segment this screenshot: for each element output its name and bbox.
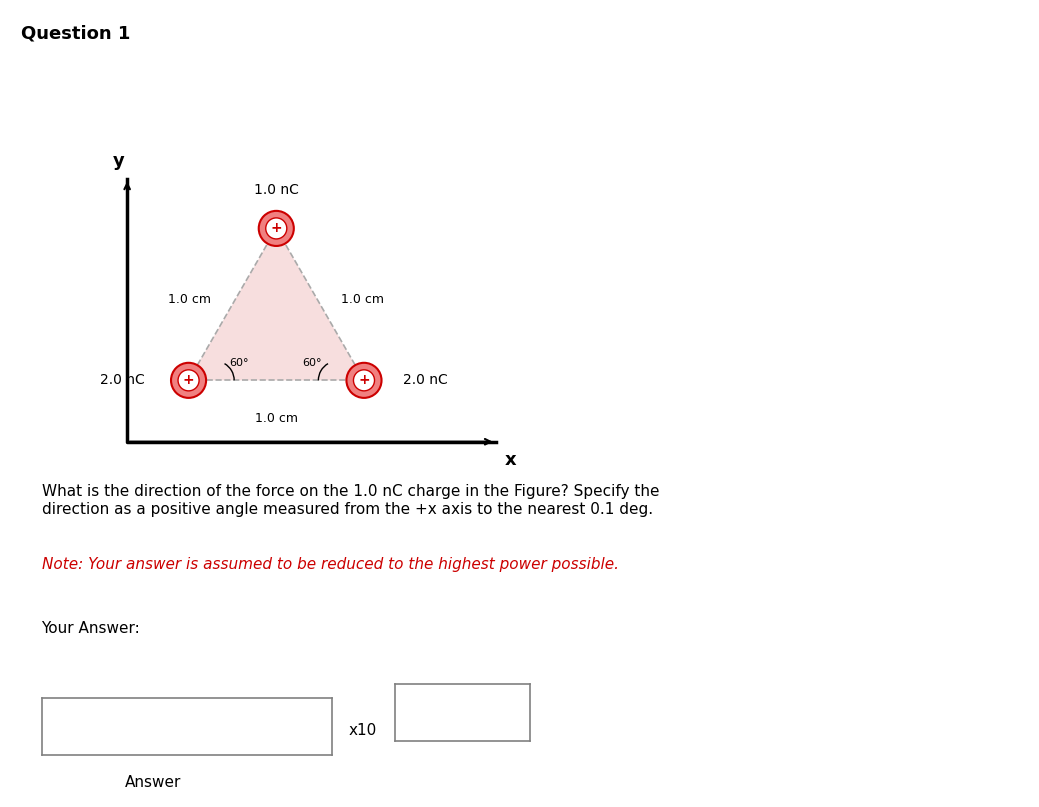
Text: +: + — [358, 374, 370, 387]
Text: Question 1: Question 1 — [21, 24, 130, 42]
Text: x10: x10 — [348, 723, 376, 738]
Circle shape — [346, 363, 381, 398]
Circle shape — [259, 211, 294, 246]
Text: 1.0 cm: 1.0 cm — [168, 293, 211, 306]
Circle shape — [171, 363, 206, 398]
Text: 1.0 nC: 1.0 nC — [254, 183, 298, 197]
Text: 2.0 nC: 2.0 nC — [402, 374, 448, 387]
Text: Answer: Answer — [125, 775, 181, 790]
Text: +: + — [183, 374, 194, 387]
Text: 60°: 60° — [302, 358, 322, 368]
Text: 1.0 cm: 1.0 cm — [255, 412, 298, 425]
Circle shape — [353, 370, 374, 391]
Text: y: y — [112, 152, 125, 169]
Text: What is the direction of the force on the 1.0 nC charge in the Figure? Specify t: What is the direction of the force on th… — [42, 484, 659, 516]
Text: x: x — [504, 450, 516, 469]
Text: 60°: 60° — [229, 358, 248, 368]
Circle shape — [266, 218, 287, 239]
Text: 1.0 cm: 1.0 cm — [341, 293, 384, 306]
Polygon shape — [188, 228, 364, 380]
Text: Note: Your answer is assumed to be reduced to the highest power possible.: Note: Your answer is assumed to be reduc… — [42, 557, 618, 572]
Text: +: + — [270, 221, 282, 236]
Text: 2.0 nC: 2.0 nC — [100, 374, 144, 387]
Circle shape — [178, 370, 199, 391]
Text: Your Answer:: Your Answer: — [42, 621, 140, 637]
